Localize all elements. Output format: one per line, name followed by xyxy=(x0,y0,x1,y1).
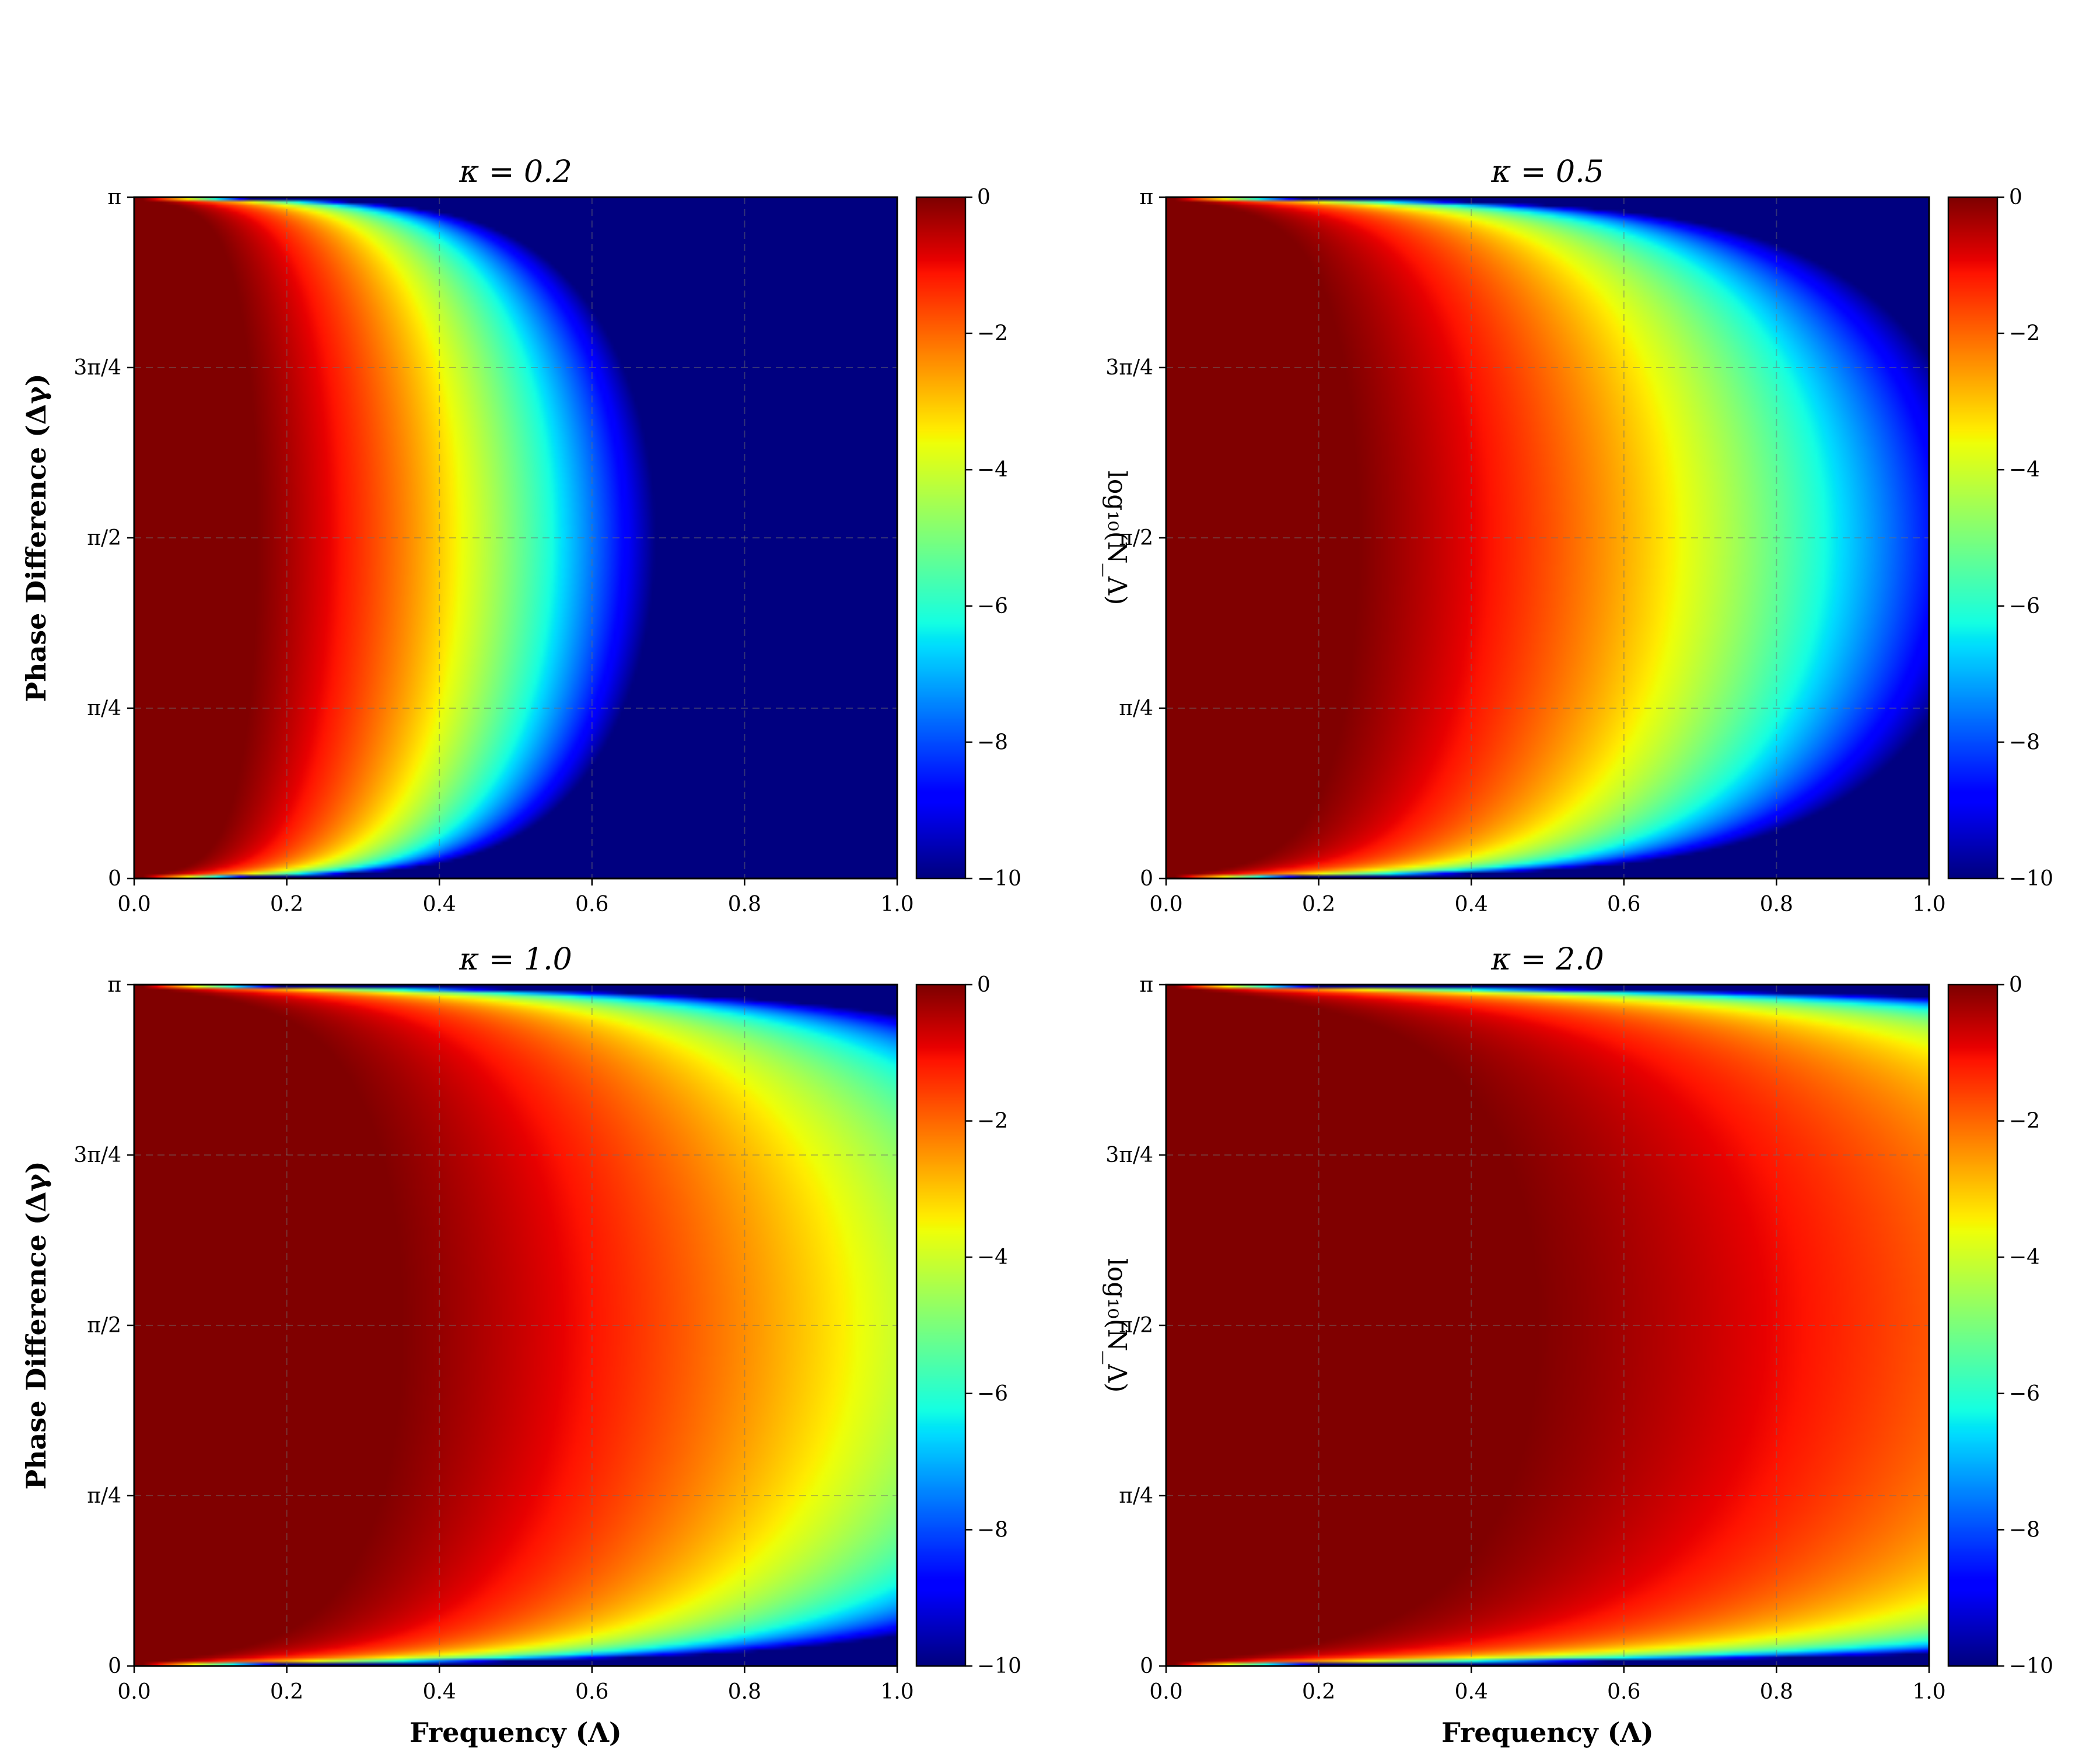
x-tick-label: 0.4 xyxy=(1455,892,1488,916)
colorbar-gradient xyxy=(1948,197,1997,878)
colorbar-tick-label: −4 xyxy=(977,458,1008,482)
y-axis-label: Phase Difference (Δγ) xyxy=(20,373,52,702)
y-tick-label: π xyxy=(1139,973,1153,997)
colorbar-tick-label: −2 xyxy=(2009,322,2040,346)
y-tick-label: π/4 xyxy=(87,1484,121,1508)
panel-title: κ = 1.0 xyxy=(459,942,572,977)
colorbar-frame xyxy=(1947,196,1999,880)
y-tick-label: 3π/4 xyxy=(1105,356,1153,380)
x-tick-label: 0.2 xyxy=(1302,1680,1335,1704)
y-tick-label: 3π/4 xyxy=(1105,1143,1153,1167)
y-tick-label: π/4 xyxy=(87,696,121,720)
colorbar-tick-label: 0 xyxy=(2009,186,2022,209)
colorbar-gradient xyxy=(1948,985,1997,1666)
y-tick-label: π/2 xyxy=(1119,1314,1153,1338)
x-tick-label: 0.4 xyxy=(423,1680,456,1704)
heatmap-image xyxy=(1166,985,1929,1666)
panel-3: 0.0 0.2 0.4 0.6 0.8 1.0 0 π/4 π/2 3π/4 π κ = 1.0 Fre… xyxy=(20,942,1132,1748)
colorbar-tick-label: 0 xyxy=(977,973,991,997)
x-tick-label: 0.6 xyxy=(1607,1680,1640,1704)
x-tick-label: 1.0 xyxy=(880,892,914,916)
x-tick-label: 0.6 xyxy=(1607,892,1640,916)
x-tick-label: 1.0 xyxy=(1912,892,1945,916)
x-tick-label: 0.8 xyxy=(728,892,761,916)
colorbar-tick-label: −8 xyxy=(977,730,1008,754)
colorbar-frame xyxy=(1947,984,1999,1667)
x-tick-label: 0.2 xyxy=(1302,892,1335,916)
y-tick-label: 0 xyxy=(1140,1654,1153,1678)
x-tick-label: 0.6 xyxy=(575,892,608,916)
y-axis-label: Phase Difference (Δγ) xyxy=(20,1161,52,1489)
colorbar-tick-label: −10 xyxy=(977,1654,1021,1678)
x-tick-label: 0.4 xyxy=(1455,1680,1488,1704)
colorbar-frame xyxy=(915,196,967,880)
colorbar-tick-label: −2 xyxy=(977,322,1008,346)
heatmap-image xyxy=(134,197,897,878)
x-tick-label: 0.8 xyxy=(1760,1680,1793,1704)
colorbar-tick-label: −6 xyxy=(2009,594,2040,618)
y-tick-label: 3π/4 xyxy=(74,1143,121,1167)
colorbar-frame xyxy=(915,984,967,1667)
x-tick-label: 0.8 xyxy=(728,1680,761,1704)
x-tick-label: 0.6 xyxy=(575,1680,608,1704)
colorbar-tick-label: −4 xyxy=(977,1245,1008,1269)
x-tick-label: 0.4 xyxy=(423,892,456,916)
colorbar-tick-label: −10 xyxy=(2009,867,2053,891)
panel-4: 0.0 0.2 0.4 0.6 0.8 1.0 0 π/4 π/2 3π/4 π κ = 2.0 Fre… xyxy=(1105,942,2053,1748)
y-tick-label: 3π/4 xyxy=(74,356,121,380)
y-tick-label: π xyxy=(107,973,121,997)
colorbar-tick-label: −10 xyxy=(2009,1654,2053,1678)
y-tick-label: π/2 xyxy=(87,1314,121,1338)
colorbar-tick-label: −8 xyxy=(977,1518,1008,1542)
colorbar-tick-label: 0 xyxy=(2009,973,2022,997)
colorbar-tick-label: −8 xyxy=(2009,1518,2040,1542)
colorbar-tick-label: 0 xyxy=(977,186,991,209)
colorbar-tick-label: −4 xyxy=(2009,458,2040,482)
y-tick-label: π xyxy=(107,186,121,209)
y-tick-label: 0 xyxy=(108,867,121,891)
colorbar-tick-label: −2 xyxy=(2009,1110,2040,1133)
x-tick-label: 0.0 xyxy=(1149,1680,1182,1704)
colorbar-tick-label: −2 xyxy=(977,1110,1008,1133)
y-tick-label: π/4 xyxy=(1119,1484,1153,1508)
x-tick-label: 0.2 xyxy=(270,1680,303,1704)
x-tick-label: 0.0 xyxy=(1149,892,1182,916)
x-tick-label: 0.2 xyxy=(270,892,303,916)
x-tick-label: 1.0 xyxy=(880,1680,914,1704)
panel-title: κ = 0.5 xyxy=(1490,155,1604,190)
colorbar-gradient xyxy=(916,985,965,1666)
colorbar-label: log₁₀(N_Λ) xyxy=(1102,471,1132,606)
y-tick-label: π/2 xyxy=(87,526,121,550)
x-tick-label: 0.0 xyxy=(117,892,150,916)
panel-1: 0.0 0.2 0.4 0.6 0.8 1.0 0 π/4 π/2 3π/4 π κ = 0.2 Pha… xyxy=(20,155,1132,916)
colorbar-tick-label: −8 xyxy=(2009,730,2040,754)
panel-title: κ = 2.0 xyxy=(1490,942,1604,977)
x-tick-label: 0.8 xyxy=(1760,892,1793,916)
y-tick-label: π/2 xyxy=(1119,526,1153,550)
heatmap-image xyxy=(134,985,897,1666)
colorbar-tick-label: −6 xyxy=(2009,1382,2040,1406)
colorbar-tick-label: −6 xyxy=(977,1382,1008,1406)
y-tick-label: 0 xyxy=(108,1654,121,1678)
y-tick-label: 0 xyxy=(1140,867,1153,891)
y-tick-label: π xyxy=(1139,186,1153,209)
panel-title: κ = 0.2 xyxy=(459,155,572,190)
colorbar-tick-label: −10 xyxy=(977,867,1021,891)
colorbar-tick-label: −4 xyxy=(2009,1245,2040,1269)
panel-2: 0.0 0.2 0.4 0.6 0.8 1.0 0 π/4 π/2 3π/4 π κ = 0.5 −10… xyxy=(1105,155,2053,916)
colorbar-label: log₁₀(N_Λ) xyxy=(1102,1258,1132,1393)
x-axis-label: Frequency (Λ) xyxy=(1441,1717,1654,1748)
x-axis-label: Frequency (Λ) xyxy=(410,1717,622,1748)
y-tick-label: π/4 xyxy=(1119,696,1153,720)
colorbar-tick-label: −6 xyxy=(977,594,1008,618)
x-tick-label: 0.0 xyxy=(117,1680,150,1704)
x-tick-label: 1.0 xyxy=(1912,1680,1945,1704)
heatmap-image xyxy=(1166,197,1929,878)
colorbar-gradient xyxy=(916,197,965,878)
